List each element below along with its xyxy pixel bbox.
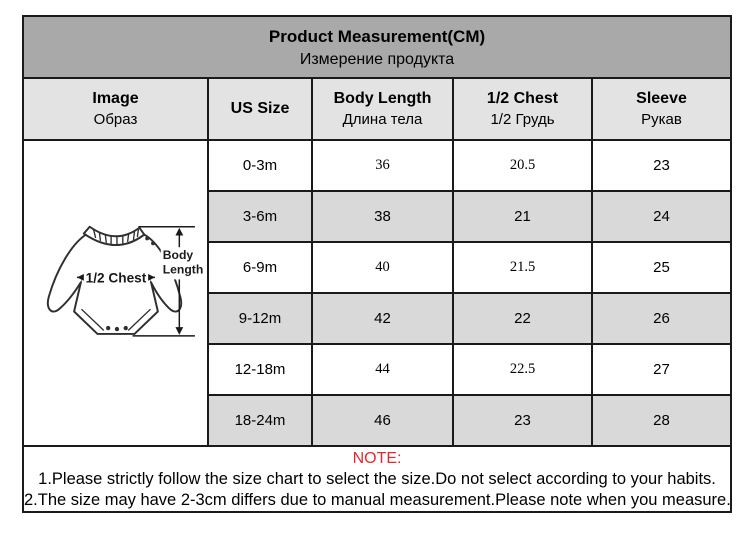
col-header-us-size-label: US Size bbox=[230, 100, 290, 117]
note-section: NOTE: 1.Please strictly follow the size … bbox=[21, 445, 733, 513]
sleeve-cell: 27 bbox=[590, 343, 733, 396]
col-header-body-length-en: Body Length bbox=[333, 90, 432, 107]
us-size-cell: 9-12m bbox=[207, 292, 313, 345]
bodysuit-collar bbox=[82, 225, 146, 246]
sleeve-cell: 24 bbox=[590, 190, 733, 243]
sleeve-cell: 26 bbox=[590, 292, 733, 345]
body-length-cell: 42 bbox=[311, 292, 454, 345]
measurement-table: Product Measurement(CM) Измерение продук… bbox=[21, 15, 733, 513]
sleeve-cell: 25 bbox=[590, 241, 733, 294]
us-size-cell: 0-3m bbox=[207, 139, 313, 192]
table-title: Product Measurement(CM) Измерение продук… bbox=[21, 15, 733, 79]
half-chest-label: 1/2 Chest bbox=[86, 270, 147, 285]
bodysuit-left-sleeve bbox=[46, 232, 89, 313]
leg-opening-bands bbox=[81, 308, 151, 331]
sleeve-cell: 23 bbox=[590, 139, 733, 192]
col-header-body-length: Body Length Длина тела bbox=[311, 77, 454, 141]
half-chest-arrow: 1/2 Chest bbox=[77, 268, 155, 285]
table-row: 18-24m 46 23 28 bbox=[23, 394, 733, 447]
body-length-label-line1: Body bbox=[163, 248, 194, 262]
us-size-cell: 18-24m bbox=[207, 394, 313, 447]
shoulder-buttons bbox=[145, 236, 155, 246]
col-header-image: Image Образ bbox=[22, 77, 209, 141]
table-row: 12-18m 44 22.5 27 bbox=[23, 343, 733, 396]
collar-rib-hatching bbox=[92, 228, 140, 245]
half-chest-cell: 21 bbox=[452, 190, 593, 243]
table-row: 1/2 Chest Body Length 0-3m bbox=[22, 139, 733, 447]
col-header-sleeve-ru: Рукав bbox=[641, 111, 682, 128]
title-english: Product Measurement(CM) bbox=[268, 26, 486, 46]
col-header-image-ru: Образ bbox=[93, 111, 138, 128]
us-size-cell: 12-18m bbox=[207, 343, 313, 396]
table-row: 6-9m 40 21.5 25 bbox=[23, 241, 733, 294]
half-chest-cell: 22 bbox=[452, 292, 593, 345]
col-header-image-en: Image bbox=[92, 90, 139, 107]
note-line-2: 2.The size may have 2-3cm differs due to… bbox=[24, 490, 731, 509]
half-chest-cell: 21.5 bbox=[452, 241, 593, 294]
body-length-cell: 36 bbox=[311, 139, 454, 192]
body-length-cell: 46 bbox=[311, 394, 454, 447]
body-length-cell: 38 bbox=[311, 190, 454, 243]
crotch-snap-buttons bbox=[106, 325, 128, 332]
title-row: Product Measurement(CM) Измерение продук… bbox=[21, 15, 733, 79]
col-header-sleeve-en: Sleeve bbox=[636, 90, 687, 107]
us-size-cell: 3-6m bbox=[207, 190, 313, 243]
us-size-cell: 6-9m bbox=[207, 241, 313, 294]
note-line-1: 1.Please strictly follow the size chart … bbox=[38, 469, 716, 488]
half-chest-cell: 23 bbox=[452, 394, 593, 447]
sleeve-cell: 28 bbox=[590, 394, 733, 447]
note-row: NOTE: 1.Please strictly follow the size … bbox=[21, 445, 733, 513]
col-header-us-size: US Size bbox=[207, 77, 313, 141]
body-length-cell: 44 bbox=[311, 343, 454, 396]
note-title: NOTE: bbox=[352, 449, 402, 467]
col-header-body-length-ru: Длина тела bbox=[342, 111, 423, 128]
col-header-half-chest: 1/2 Chest 1/2 Грудь bbox=[452, 77, 593, 141]
table-row: 3-6m 38 21 24 bbox=[23, 190, 733, 243]
bodysuit-diagram: 1/2 Chest Body Length bbox=[46, 225, 205, 337]
product-diagram-cell: 1/2 Chest Body Length bbox=[22, 139, 209, 447]
half-chest-cell: 22.5 bbox=[452, 343, 593, 396]
body-length-label-line2: Length bbox=[163, 263, 204, 277]
half-chest-cell: 20.5 bbox=[452, 139, 593, 192]
title-russian: Измерение продукта bbox=[299, 50, 455, 68]
col-header-half-chest-en: 1/2 Chest bbox=[486, 90, 559, 107]
body-length-arrow: Body Length bbox=[132, 226, 205, 337]
table-row: 9-12m 42 22 26 bbox=[23, 292, 733, 345]
column-header-row: Image Образ US Size Body Length Длина те… bbox=[22, 77, 733, 141]
body-length-cell: 40 bbox=[311, 241, 454, 294]
col-header-half-chest-ru: 1/2 Грудь bbox=[490, 111, 555, 128]
col-header-sleeve: Sleeve Рукав bbox=[590, 77, 733, 141]
